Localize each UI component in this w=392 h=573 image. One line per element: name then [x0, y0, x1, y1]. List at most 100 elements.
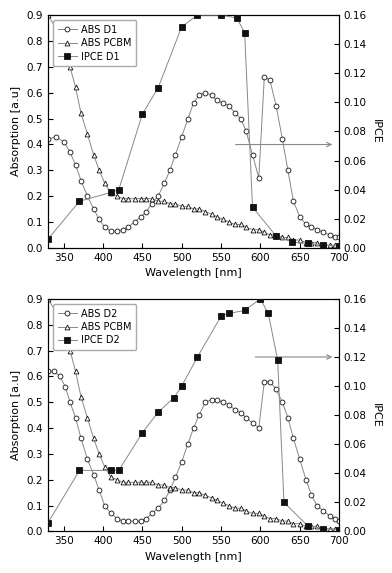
- ABS PCBM: [203, 492, 208, 499]
- ABS PCBM: [285, 234, 290, 241]
- IPCE D2: [116, 467, 121, 474]
- ABS PCBM: [227, 218, 231, 225]
- IPCE D2: [140, 429, 145, 436]
- ABS PCBM: [167, 201, 172, 207]
- IPCE D2: [46, 519, 51, 526]
- IPCE D1: [140, 111, 145, 117]
- ABS PCBM: [115, 193, 120, 199]
- ABS PCBM: [280, 517, 285, 524]
- ABS D1: [180, 133, 184, 140]
- ABS D1: [215, 97, 220, 104]
- ABS D1: [209, 92, 214, 99]
- Y-axis label: Absorption [a.u]: Absorption [a.u]: [11, 87, 21, 176]
- ABS D1: [115, 227, 120, 234]
- ABS PCBM: [186, 486, 191, 493]
- ABS D1: [197, 92, 201, 99]
- ABS D1: [120, 226, 125, 233]
- ABS PCBM: [144, 479, 149, 486]
- ABS D1: [285, 167, 290, 174]
- ABS PCBM: [291, 520, 296, 527]
- ABS D1: [54, 133, 58, 140]
- ABS PCBM: [97, 450, 102, 457]
- ABS PCBM: [238, 221, 243, 228]
- ABS PCBM: [115, 476, 120, 483]
- ABS PCBM: [215, 497, 220, 504]
- ABS PCBM: [333, 525, 338, 532]
- ABS D1: [144, 208, 149, 215]
- IPCE D1: [337, 243, 341, 250]
- ABS PCBM: [180, 486, 184, 493]
- ABS D1: [327, 231, 332, 238]
- ABS D1: [244, 128, 249, 135]
- ABS PCBM: [327, 242, 332, 249]
- ABS D1: [138, 213, 143, 220]
- ABS PCBM: [244, 223, 249, 230]
- ABS PCBM: [291, 237, 296, 244]
- ABS PCBM: [256, 510, 261, 517]
- ABS PCBM: [274, 231, 278, 238]
- IPCE D1: [321, 241, 326, 248]
- ABS PCBM: [102, 464, 107, 470]
- ABS PCBM: [62, 327, 66, 333]
- ABS D1: [109, 227, 113, 234]
- ABS PCBM: [298, 237, 302, 244]
- ABS D1: [238, 115, 243, 122]
- ABS PCBM: [321, 525, 326, 532]
- ABS D1: [149, 201, 154, 207]
- ABS D1: [102, 223, 107, 230]
- ABS PCBM: [309, 523, 314, 530]
- ABS D1: [220, 100, 225, 107]
- ABS D1: [186, 115, 191, 122]
- IPCE D1: [116, 186, 121, 193]
- IPCE D1: [234, 14, 239, 21]
- ABS PCBM: [138, 195, 143, 202]
- IPCE D2: [258, 296, 263, 303]
- ABS PCBM: [46, 11, 51, 18]
- ABS D1: [267, 76, 272, 83]
- ABS PCBM: [173, 201, 178, 207]
- ABS PCBM: [85, 131, 90, 138]
- Legend: ABS D1, ABS PCBM, IPCE D1: ABS D1, ABS PCBM, IPCE D1: [53, 20, 136, 66]
- ABS PCBM: [91, 435, 96, 442]
- ABS D2: [244, 414, 249, 421]
- ABS PCBM: [267, 231, 272, 238]
- ABS PCBM: [102, 180, 107, 187]
- ABS D1: [256, 175, 261, 182]
- ABS D1: [62, 138, 66, 145]
- ABS PCBM: [227, 502, 231, 509]
- Line: ABS PCBM: ABS PCBM: [45, 296, 341, 531]
- ABS PCBM: [73, 368, 78, 375]
- ABS PCBM: [298, 520, 302, 527]
- ABS D1: [203, 89, 208, 96]
- Line: IPCE D2: IPCE D2: [45, 296, 342, 533]
- ABS PCBM: [304, 239, 309, 246]
- ABS PCBM: [280, 234, 285, 241]
- ABS D2: [262, 378, 267, 385]
- ABS PCBM: [191, 206, 196, 213]
- ABS D1: [280, 136, 285, 143]
- ABS D2: [109, 510, 113, 517]
- ABS D2: [144, 515, 149, 522]
- ABS D1: [46, 136, 51, 143]
- ABS PCBM: [209, 494, 214, 501]
- ABS PCBM: [156, 198, 160, 205]
- ABS PCBM: [203, 208, 208, 215]
- ABS PCBM: [250, 510, 255, 517]
- IPCE D2: [77, 467, 82, 474]
- ABS PCBM: [197, 489, 201, 496]
- Line: IPCE D1: IPCE D1: [45, 13, 342, 249]
- ABS PCBM: [333, 242, 338, 249]
- ABS D1: [304, 221, 309, 228]
- IPCE D1: [289, 238, 294, 245]
- ABS PCBM: [126, 479, 131, 486]
- IPCE D2: [219, 313, 223, 320]
- ABS PCBM: [138, 479, 143, 486]
- Line: ABS D1: ABS D1: [45, 74, 341, 240]
- ABS PCBM: [274, 515, 278, 522]
- ABS D1: [85, 193, 90, 199]
- ABS D1: [68, 148, 73, 155]
- ABS D1: [298, 213, 302, 220]
- ABS D1: [250, 151, 255, 158]
- ABS PCBM: [120, 479, 125, 486]
- ABS D1: [274, 102, 278, 109]
